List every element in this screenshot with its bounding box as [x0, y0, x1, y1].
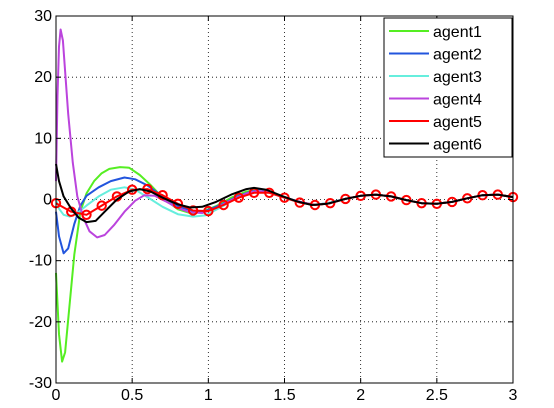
data-point-agent5	[233, 192, 245, 203]
data-point-agent5	[218, 199, 229, 211]
y-tick-label: -10	[29, 253, 52, 270]
data-point-agent5	[81, 209, 92, 220]
legend: agent1 agent2 agent3 agent4 agent5 agent6	[383, 17, 513, 158]
legend-label-agent6: agent6	[433, 137, 482, 154]
y-tick-label: -20	[29, 314, 52, 331]
y-tick-label: 30	[34, 8, 52, 25]
y-tick-label: 20	[34, 69, 52, 86]
x-tick-label: 0	[52, 387, 61, 404]
x-tick-label: 2	[356, 387, 365, 404]
data-point-agent5	[96, 200, 107, 211]
legend-label-agent4: agent4	[433, 92, 482, 109]
x-tick-label: 2.5	[426, 387, 448, 404]
y-tick-label: -30	[29, 375, 52, 392]
legend-label-agent2: agent2	[433, 47, 482, 64]
data-point-agent5	[203, 205, 214, 217]
data-point-agent5	[172, 198, 184, 209]
data-point-agent5	[187, 205, 199, 216]
y-tick-label: 0	[43, 192, 52, 209]
x-tick-label: 0.5	[121, 387, 143, 404]
series-line-agent6	[55, 163, 514, 224]
series-group	[50, 28, 519, 363]
legend-label-agent5: agent5	[433, 114, 482, 131]
axis-ticks: 0 0.5 1 1.5 2 2.5 3 -30 -20 -10 0 10 20 30	[29, 8, 518, 404]
legend-label-agent1: agent1	[433, 24, 482, 41]
x-tick-label: 1	[204, 387, 213, 404]
legend-box	[383, 17, 513, 158]
x-tick-label: 1.5	[273, 387, 295, 404]
y-tick-label: 10	[34, 130, 52, 147]
legend-label-agent3: agent3	[433, 69, 482, 86]
x-tick-label: 3	[509, 387, 518, 404]
